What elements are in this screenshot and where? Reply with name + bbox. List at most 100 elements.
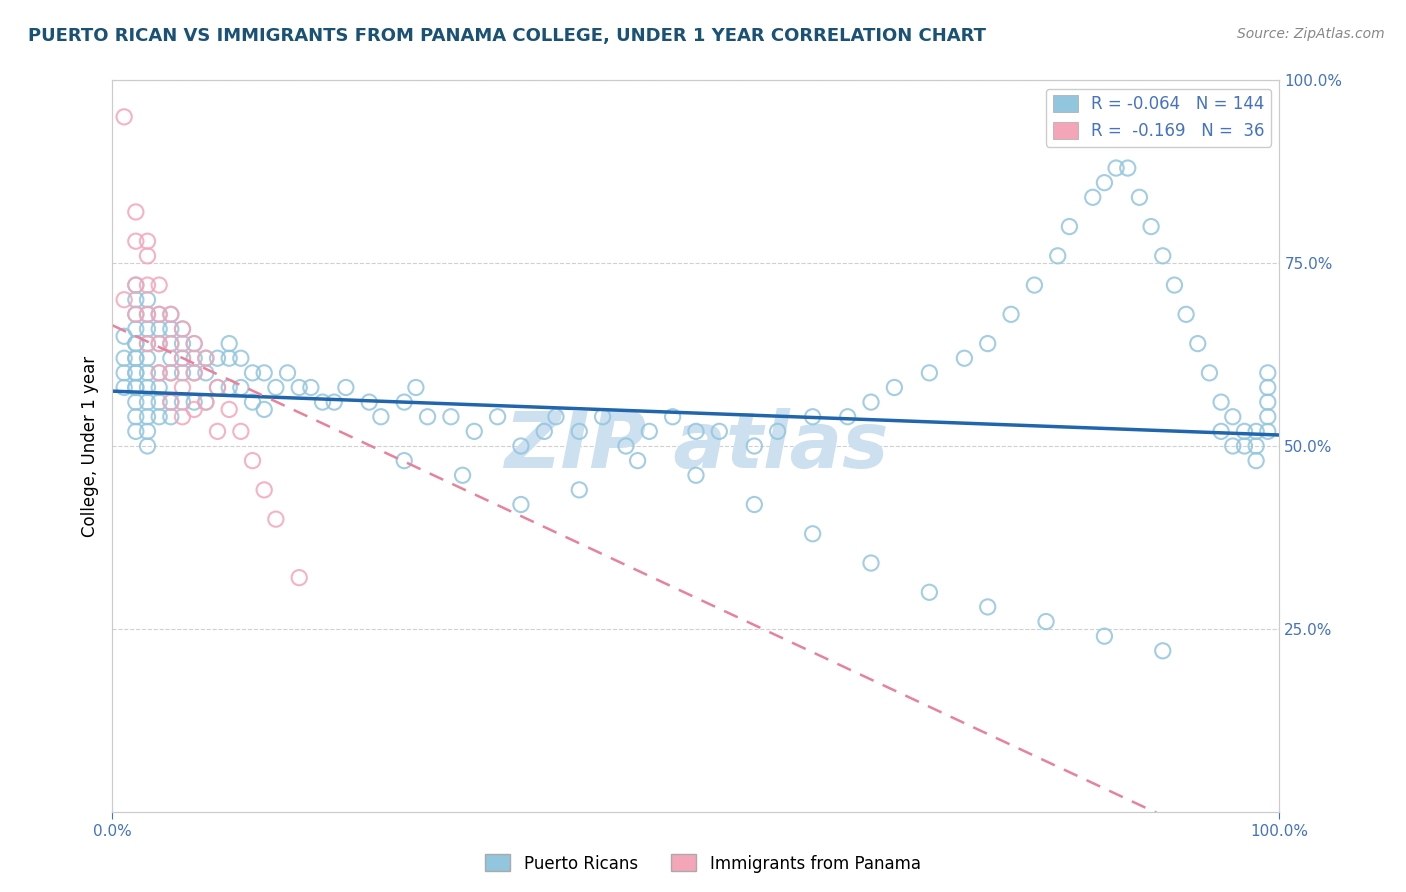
Point — [976, 599, 998, 614]
Point — [194, 351, 217, 366]
Point — [218, 336, 240, 351]
Point — [394, 453, 416, 467]
Point — [405, 380, 427, 394]
Point — [218, 351, 240, 366]
Point — [136, 234, 159, 248]
Point — [136, 307, 159, 321]
Point — [183, 366, 205, 380]
Point — [172, 395, 194, 409]
Point — [1209, 395, 1232, 409]
Point — [486, 409, 509, 424]
Point — [160, 351, 183, 366]
Point — [183, 351, 205, 366]
Point — [299, 380, 322, 394]
Point — [416, 409, 439, 424]
Point — [125, 351, 148, 366]
Point — [1035, 615, 1057, 629]
Point — [218, 380, 240, 394]
Point — [172, 351, 194, 366]
Point — [744, 439, 766, 453]
Point — [918, 366, 941, 380]
Point — [136, 439, 159, 453]
Point — [194, 366, 217, 380]
Point — [148, 307, 170, 321]
Point — [172, 322, 194, 336]
Point — [1257, 409, 1279, 424]
Point — [311, 395, 333, 409]
Point — [242, 366, 264, 380]
Point — [125, 336, 148, 351]
Point — [323, 395, 346, 409]
Point — [1209, 425, 1232, 439]
Point — [744, 498, 766, 512]
Text: PUERTO RICAN VS IMMIGRANTS FROM PANAMA COLLEGE, UNDER 1 YEAR CORRELATION CHART: PUERTO RICAN VS IMMIGRANTS FROM PANAMA C… — [28, 27, 986, 45]
Point — [276, 366, 298, 380]
Point — [194, 395, 217, 409]
Point — [568, 425, 591, 439]
Point — [125, 205, 148, 219]
Point — [160, 395, 183, 409]
Point — [160, 336, 183, 351]
Point — [172, 366, 194, 380]
Point — [183, 395, 205, 409]
Point — [1128, 190, 1150, 204]
Point — [148, 336, 170, 351]
Point — [451, 468, 474, 483]
Point — [136, 409, 159, 424]
Point — [136, 249, 159, 263]
Point — [207, 351, 229, 366]
Point — [136, 307, 159, 321]
Point — [1257, 380, 1279, 394]
Point — [709, 425, 731, 439]
Point — [837, 409, 859, 424]
Point — [229, 351, 252, 366]
Point — [1187, 336, 1209, 351]
Point — [370, 409, 392, 424]
Point — [229, 425, 252, 439]
Point — [136, 351, 159, 366]
Point — [801, 409, 824, 424]
Point — [207, 380, 229, 394]
Point — [1233, 439, 1256, 453]
Point — [160, 366, 183, 380]
Point — [766, 425, 789, 439]
Point — [125, 351, 148, 366]
Point — [183, 366, 205, 380]
Point — [125, 322, 148, 336]
Point — [1059, 219, 1081, 234]
Point — [860, 556, 883, 570]
Point — [568, 483, 591, 497]
Point — [136, 278, 159, 293]
Point — [148, 366, 170, 380]
Point — [801, 526, 824, 541]
Point — [1222, 409, 1244, 424]
Point — [661, 409, 683, 424]
Point — [1152, 644, 1174, 658]
Point — [160, 322, 183, 336]
Point — [253, 366, 276, 380]
Point — [1198, 366, 1220, 380]
Point — [359, 395, 381, 409]
Point — [1244, 439, 1267, 453]
Point — [1222, 439, 1244, 453]
Point — [1116, 161, 1139, 175]
Point — [136, 293, 159, 307]
Point — [533, 425, 555, 439]
Point — [172, 322, 194, 336]
Point — [1175, 307, 1198, 321]
Point — [160, 395, 183, 409]
Point — [160, 366, 183, 380]
Point — [685, 425, 707, 439]
Point — [125, 425, 148, 439]
Point — [125, 307, 148, 321]
Point — [264, 512, 287, 526]
Point — [638, 425, 661, 439]
Point — [136, 366, 159, 380]
Point — [218, 402, 240, 417]
Point — [125, 234, 148, 248]
Point — [1257, 366, 1279, 380]
Point — [172, 351, 194, 366]
Point — [288, 380, 311, 394]
Point — [160, 409, 183, 424]
Point — [183, 336, 205, 351]
